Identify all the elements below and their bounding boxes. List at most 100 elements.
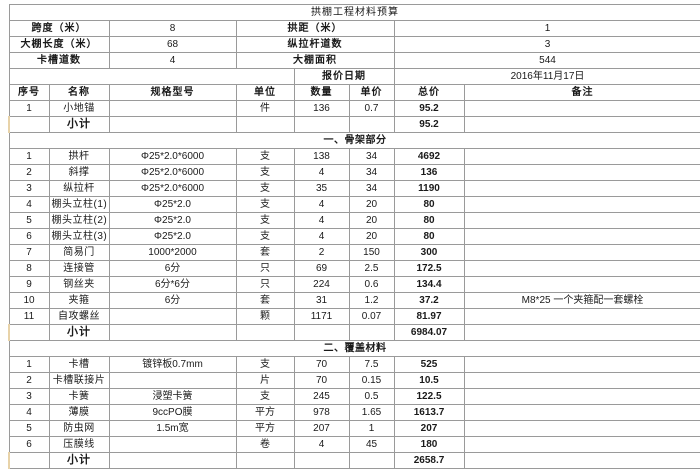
cell-qty[interactable]: 245 xyxy=(293,388,350,405)
cell-spec: 镀锌板0.7mm xyxy=(108,356,237,373)
table-row[interactable]: 3 纵拉杆 Φ25*2.0*6000 支 35 34 1190 xyxy=(8,180,700,197)
param-label-left: 卡槽道数 xyxy=(8,52,110,69)
param-value-left[interactable]: 8 xyxy=(108,20,237,37)
cell-unit: 件 xyxy=(235,100,295,117)
cell-note xyxy=(463,388,700,405)
table-row[interactable]: 5 防虫网 1.5m宽 平方 207 1 207 xyxy=(8,420,700,437)
param-value-left[interactable]: 68 xyxy=(108,36,237,53)
table-row[interactable]: 6 压膜线 卷 4 45 180 xyxy=(8,436,700,453)
cell-index: 2 xyxy=(8,164,50,181)
cell-price[interactable]: 34 xyxy=(348,164,395,181)
cell-qty[interactable]: 138 xyxy=(293,148,350,165)
param-value-right[interactable]: 1 xyxy=(393,20,700,37)
cell-unit: 支 xyxy=(235,212,295,229)
table-row[interactable]: 4 薄膜 9ccPO膜 平方 978 1.65 1613.7 xyxy=(8,404,700,421)
cell-qty[interactable]: 1171 xyxy=(293,308,350,325)
quote-date-row: 报价日期 2016年11月17日 xyxy=(8,68,700,85)
cell-price[interactable]: 1 xyxy=(348,420,395,437)
cell-note xyxy=(463,180,700,197)
cell-price[interactable]: 0.07 xyxy=(348,308,395,325)
cell-note xyxy=(463,164,700,181)
cell-price[interactable]: 2.5 xyxy=(348,260,395,277)
table-row[interactable]: 10 夹箍 6分套 31 1.2 37.2 M8*25 一个夹箍配一套螺栓 xyxy=(8,292,700,309)
cell-total: 10.5 xyxy=(393,372,465,389)
cell-index: 5 xyxy=(8,420,50,437)
param-value-left[interactable]: 4 xyxy=(108,52,237,69)
subtotal-label: 小计 xyxy=(48,324,110,341)
cell-price[interactable]: 0.5 xyxy=(348,388,395,405)
cell-price[interactable]: 7.5 xyxy=(348,356,395,373)
table-row[interactable]: 4 棚头立柱(1) Φ25*2.0 支 4 20 80 xyxy=(8,196,700,213)
cell-note xyxy=(463,356,700,373)
cell-price[interactable]: 0.15 xyxy=(348,372,395,389)
subtotal-value: 2658.7 xyxy=(393,452,465,469)
cell-index: 7 xyxy=(8,244,50,261)
subtotal-price-cell xyxy=(348,324,395,341)
table-row[interactable]: 7 简易门 1000*2000 套 2 150 300 xyxy=(8,244,700,261)
section-header-row: 一、骨架部分 xyxy=(8,132,700,149)
cell-total: 95.2 xyxy=(393,100,465,117)
subtotal-index-cell xyxy=(8,452,50,469)
cell-qty[interactable]: 207 xyxy=(293,420,350,437)
cell-price[interactable]: 34 xyxy=(348,148,395,165)
quote-date-value[interactable]: 2016年11月17日 xyxy=(393,68,700,85)
cell-qty[interactable]: 70 xyxy=(293,372,350,389)
table-row[interactable]: 2 卡槽联接片 片 70 0.15 10.5 xyxy=(8,372,700,389)
cell-qty[interactable]: 31 xyxy=(293,292,350,309)
cell-price[interactable]: 45 xyxy=(348,436,395,453)
cell-price[interactable]: 0.6 xyxy=(348,276,395,293)
budget-table: 拱棚工程材料预算 跨度（米） 8 拱距（米） 1 大棚长度（米） 68 纵拉杆道数 3 卡槽道数 4… xyxy=(8,4,700,469)
cell-name: 拱杆 xyxy=(48,148,110,165)
table-row[interactable]: 5 棚头立柱(2) Φ25*2.0 支 4 20 80 xyxy=(8,212,700,229)
cell-price[interactable]: 0.7 xyxy=(348,100,395,117)
cell-qty[interactable]: 70 xyxy=(293,356,350,373)
table-row[interactable]: 1 拱杆 Φ25*2.0*6000 支 138 34 4692 xyxy=(8,148,700,165)
cell-qty[interactable]: 224 xyxy=(293,276,350,293)
table-row[interactable]: 3 卡簧 浸塑卡簧支 245 0.5 122.5 xyxy=(8,388,700,405)
cell-name: 夹箍 xyxy=(48,292,110,309)
cell-qty[interactable]: 35 xyxy=(293,180,350,197)
cell-qty[interactable]: 978 xyxy=(293,404,350,421)
table-row[interactable]: 1 小地锚 件 136 0.7 95.2 xyxy=(8,100,700,117)
cell-qty[interactable]: 69 xyxy=(293,260,350,277)
column-header-total: 总价 xyxy=(393,84,465,101)
cell-price[interactable]: 20 xyxy=(348,228,395,245)
table-row[interactable]: 1 卡槽 镀锌板0.7mm 支 70 7.5 525 xyxy=(8,356,700,373)
column-header-index: 序号 xyxy=(8,84,50,101)
cell-qty[interactable]: 4 xyxy=(293,436,350,453)
param-value-right[interactable]: 3 xyxy=(393,36,700,53)
cell-price[interactable]: 150 xyxy=(348,244,395,261)
cell-name: 纵拉杆 xyxy=(48,180,110,197)
cell-spec: Φ25*2.0 xyxy=(108,212,237,229)
cell-name: 压膜线 xyxy=(48,436,110,453)
cell-price[interactable]: 20 xyxy=(348,212,395,229)
cell-price[interactable]: 20 xyxy=(348,196,395,213)
param-value-right[interactable]: 544 xyxy=(393,52,700,69)
cell-name: 防虫网 xyxy=(48,420,110,437)
table-row[interactable]: 6 棚头立柱(3) Φ25*2.0 支 4 20 80 xyxy=(8,228,700,245)
cell-unit: 只 xyxy=(235,276,295,293)
cell-price[interactable]: 34 xyxy=(348,180,395,197)
spreadsheet-canvas: 拱棚工程材料预算 跨度（米） 8 拱距（米） 1 大棚长度（米） 68 纵拉杆道数 3 卡槽道数 4… xyxy=(8,4,700,469)
parameter-row: 卡槽道数 4 大棚面积 544 xyxy=(8,52,700,69)
cell-qty[interactable]: 136 xyxy=(293,100,350,117)
parameter-row: 跨度（米） 8 拱距（米） 1 xyxy=(8,20,700,37)
cell-total: 180 xyxy=(393,436,465,453)
table-row[interactable]: 9 钢丝夹 6分*6分只 224 0.6 134.4 xyxy=(8,276,700,293)
cell-price[interactable]: 1.2 xyxy=(348,292,395,309)
table-row[interactable]: 8 连接管 6分只 69 2.5 172.5 xyxy=(8,260,700,277)
cell-qty[interactable]: 4 xyxy=(293,228,350,245)
cell-index: 3 xyxy=(8,180,50,197)
cell-qty[interactable]: 2 xyxy=(293,244,350,261)
param-label-left: 大棚长度（米） xyxy=(8,36,110,53)
table-row[interactable]: 11 自攻螺丝 颗 1171 0.07 81.97 xyxy=(8,308,700,325)
table-row[interactable]: 2 斜撑 Φ25*2.0*6000 支 4 34 136 xyxy=(8,164,700,181)
cell-qty[interactable]: 4 xyxy=(293,164,350,181)
cell-unit: 平方 xyxy=(235,420,295,437)
cell-qty[interactable]: 4 xyxy=(293,196,350,213)
cell-spec: 6分 xyxy=(108,292,237,309)
cell-note xyxy=(463,100,700,117)
cell-price[interactable]: 1.65 xyxy=(348,404,395,421)
cell-qty[interactable]: 4 xyxy=(293,212,350,229)
title-row: 拱棚工程材料预算 xyxy=(8,4,700,21)
